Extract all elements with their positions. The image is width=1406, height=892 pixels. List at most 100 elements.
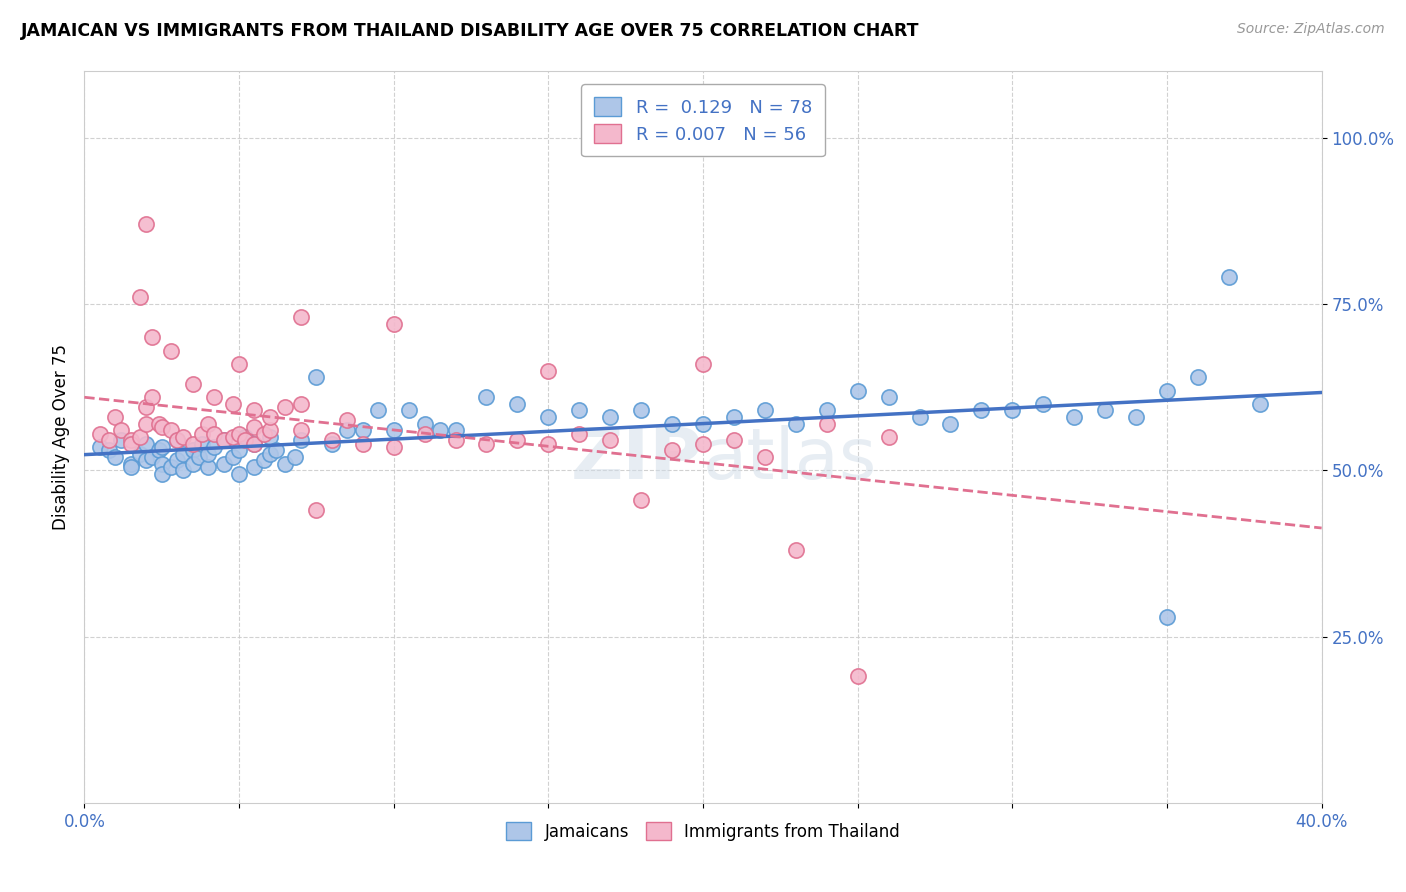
Point xyxy=(191,436,214,450)
Point xyxy=(692,436,714,450)
Point xyxy=(135,400,157,414)
Point xyxy=(754,450,776,464)
Point xyxy=(284,450,307,464)
Y-axis label: Disability Age Over 75: Disability Age Over 75 xyxy=(52,344,70,530)
Point xyxy=(754,403,776,417)
Point xyxy=(506,434,529,448)
Point xyxy=(290,310,312,325)
Point xyxy=(135,217,157,231)
Point xyxy=(815,417,838,431)
Point xyxy=(228,467,250,481)
Point xyxy=(233,430,256,444)
Point xyxy=(150,420,173,434)
Point xyxy=(723,434,745,448)
Point xyxy=(444,424,467,438)
Text: JAMAICAN VS IMMIGRANTS FROM THAILAND DISABILITY AGE OVER 75 CORRELATION CHART: JAMAICAN VS IMMIGRANTS FROM THAILAND DIS… xyxy=(21,22,920,40)
Point xyxy=(321,434,343,448)
Point xyxy=(202,440,225,454)
Point xyxy=(1125,410,1147,425)
Point xyxy=(228,443,250,458)
Point xyxy=(413,426,436,441)
Point xyxy=(785,417,807,431)
Point xyxy=(274,457,297,471)
Point xyxy=(537,410,560,425)
Point xyxy=(908,410,931,425)
Point xyxy=(160,424,183,438)
Point xyxy=(120,457,142,471)
Point xyxy=(274,400,297,414)
Point xyxy=(352,424,374,438)
Point xyxy=(150,440,173,454)
Point xyxy=(135,436,157,450)
Point xyxy=(172,447,194,461)
Point xyxy=(661,417,683,431)
Point xyxy=(1094,403,1116,417)
Point xyxy=(181,376,204,391)
Point xyxy=(661,443,683,458)
Point xyxy=(104,410,127,425)
Point xyxy=(630,493,652,508)
Point xyxy=(692,357,714,371)
Point xyxy=(181,443,204,458)
Point xyxy=(1249,397,1271,411)
Point xyxy=(197,447,219,461)
Point xyxy=(129,430,152,444)
Point xyxy=(197,460,219,475)
Point xyxy=(228,426,250,441)
Point xyxy=(150,457,173,471)
Point xyxy=(398,403,420,417)
Point xyxy=(321,436,343,450)
Point xyxy=(264,443,287,458)
Point xyxy=(243,460,266,475)
Point xyxy=(243,420,266,434)
Point xyxy=(429,424,451,438)
Point xyxy=(846,384,869,398)
Point xyxy=(172,463,194,477)
Point xyxy=(506,397,529,411)
Point xyxy=(382,317,405,331)
Point xyxy=(228,357,250,371)
Point xyxy=(98,443,121,458)
Point xyxy=(290,397,312,411)
Point xyxy=(212,434,235,448)
Point xyxy=(243,403,266,417)
Point xyxy=(202,426,225,441)
Point xyxy=(89,440,111,454)
Point xyxy=(202,390,225,404)
Point xyxy=(110,424,132,438)
Point xyxy=(233,434,256,448)
Point xyxy=(367,403,389,417)
Point xyxy=(135,417,157,431)
Point xyxy=(877,390,900,404)
Point xyxy=(253,453,276,467)
Point xyxy=(1063,410,1085,425)
Point xyxy=(181,457,204,471)
Point xyxy=(1001,403,1024,417)
Point xyxy=(148,417,170,431)
Point xyxy=(413,417,436,431)
Point xyxy=(160,460,183,475)
Point xyxy=(475,436,498,450)
Point xyxy=(599,434,621,448)
Point xyxy=(444,434,467,448)
Point xyxy=(1187,370,1209,384)
Point xyxy=(141,390,163,404)
Point xyxy=(212,457,235,471)
Point xyxy=(253,426,276,441)
Point xyxy=(98,434,121,448)
Point xyxy=(305,370,328,384)
Point xyxy=(166,434,188,448)
Point xyxy=(336,424,359,438)
Point xyxy=(148,443,170,458)
Point xyxy=(187,450,209,464)
Point xyxy=(336,413,359,427)
Point xyxy=(1218,270,1240,285)
Point xyxy=(110,434,132,448)
Point xyxy=(172,430,194,444)
Point xyxy=(259,410,281,425)
Point xyxy=(243,436,266,450)
Text: Source: ZipAtlas.com: Source: ZipAtlas.com xyxy=(1237,22,1385,37)
Point xyxy=(290,434,312,448)
Point xyxy=(222,430,245,444)
Point xyxy=(970,403,993,417)
